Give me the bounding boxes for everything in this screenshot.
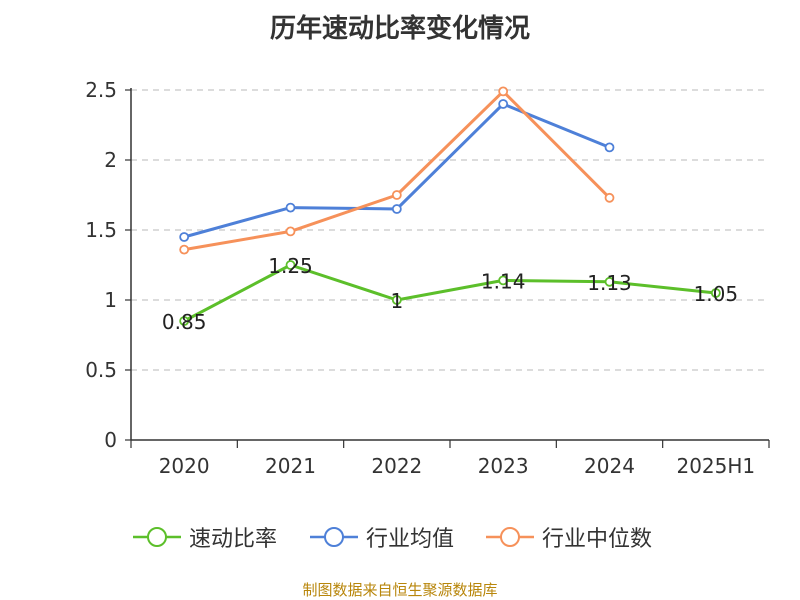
series-line-0 (183, 263, 716, 323)
series-layer (179, 86, 721, 326)
data-point (179, 232, 190, 242)
data-label: 1.13 (587, 271, 632, 295)
x-tick-label: 2025H1 (676, 454, 755, 478)
data-point (710, 288, 721, 298)
grid-layer (131, 89, 769, 371)
data-label: 0.85 (162, 310, 207, 334)
data-label-layer: 0.85 1.25 1 1.14 1.13 1.05 (162, 254, 738, 334)
series-line-2 (183, 89, 611, 252)
y-tick-label: 0 (104, 428, 117, 452)
legend: 速动比率 行业均值 行业中位数 (0, 520, 800, 554)
data-point (391, 204, 402, 214)
data-point (604, 276, 615, 287)
chart-title: 历年速动比率变化情况 (269, 14, 530, 44)
y-tick-label: 1 (104, 288, 117, 312)
data-label: 1.14 (481, 269, 526, 293)
legend-circle (324, 527, 344, 547)
source-note: 制图数据来自恒生聚源数据库 (302, 581, 498, 599)
legend-label-quick-ratio: 速动比率 (189, 527, 278, 552)
data-point (391, 295, 402, 305)
series-line-1 (183, 102, 611, 239)
data-point (179, 316, 190, 326)
y-tick-label: 2.5 (85, 78, 117, 102)
data-label: 1 (390, 289, 403, 313)
data-point (498, 99, 509, 109)
data-point (179, 244, 190, 255)
legend-item-industry-mean[interactable]: 行业均值 (310, 520, 454, 554)
data-point (498, 86, 509, 97)
legend-circle (147, 527, 167, 547)
x-tick-label: 2023 (478, 454, 529, 478)
x-tick-label: 2021 (265, 454, 316, 478)
data-point (391, 190, 402, 200)
legend-marker-industry-mean (310, 527, 358, 547)
axis-layer: 0 0.5 1 1.5 2 2.5 2020 2021 2022 2023 2024 2025H1 (85, 78, 770, 478)
y-tick-label: 1.5 (85, 218, 117, 242)
data-point (498, 275, 509, 286)
legend-item-quick-ratio[interactable]: 速动比率 (133, 520, 277, 554)
legend-item-industry-median[interactable]: 行业中位数 (486, 520, 652, 554)
x-tick-label: 2024 (584, 454, 635, 478)
data-label: 1.05 (694, 282, 739, 306)
x-tick-label: 2022 (371, 454, 422, 478)
legend-marker-quick-ratio (133, 527, 181, 547)
legend-label-industry-mean: 行业均值 (366, 527, 455, 552)
legend-circle (500, 527, 520, 547)
legend-label-industry-median: 行业中位数 (542, 527, 653, 552)
legend-marker-industry-median (486, 527, 534, 547)
y-tick-label: 2 (104, 148, 117, 172)
data-label: 1.25 (268, 254, 313, 278)
data-point (604, 192, 615, 203)
data-point (604, 142, 615, 153)
y-tick-label: 0.5 (85, 358, 117, 382)
x-tick-label: 2020 (159, 454, 210, 478)
data-point (285, 202, 296, 213)
data-point (285, 260, 296, 270)
data-point (285, 226, 296, 237)
